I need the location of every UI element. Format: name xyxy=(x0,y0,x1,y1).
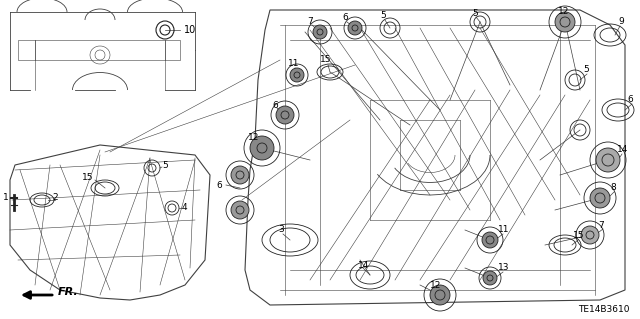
Circle shape xyxy=(250,136,274,160)
Text: 12: 12 xyxy=(558,8,570,17)
Text: 14: 14 xyxy=(617,145,628,154)
Text: 15: 15 xyxy=(573,231,584,240)
Circle shape xyxy=(596,148,620,172)
Circle shape xyxy=(555,12,575,32)
Text: 14: 14 xyxy=(358,261,369,270)
Text: TE14B3610: TE14B3610 xyxy=(579,306,630,315)
Circle shape xyxy=(231,201,249,219)
Circle shape xyxy=(581,226,599,244)
Text: 1: 1 xyxy=(3,194,9,203)
Circle shape xyxy=(590,188,610,208)
Text: 6: 6 xyxy=(342,13,348,23)
Text: 11: 11 xyxy=(288,58,300,68)
Text: 5: 5 xyxy=(162,160,168,169)
Text: 3: 3 xyxy=(278,226,284,234)
Circle shape xyxy=(231,166,249,184)
Text: 6: 6 xyxy=(627,95,633,105)
Text: 7: 7 xyxy=(598,220,604,229)
Circle shape xyxy=(276,106,294,124)
Text: 5: 5 xyxy=(380,11,386,20)
Text: 15: 15 xyxy=(320,56,332,64)
Circle shape xyxy=(313,25,327,39)
Text: 7: 7 xyxy=(307,18,313,26)
Circle shape xyxy=(348,21,362,35)
Text: 9: 9 xyxy=(618,18,624,26)
Circle shape xyxy=(290,68,304,82)
Text: 5: 5 xyxy=(472,10,477,19)
Text: 12: 12 xyxy=(430,280,442,290)
Text: 12: 12 xyxy=(248,133,259,143)
Circle shape xyxy=(430,285,450,305)
Text: 13: 13 xyxy=(498,263,509,272)
Text: 15: 15 xyxy=(83,174,93,182)
Text: 4: 4 xyxy=(182,203,188,211)
Text: 2: 2 xyxy=(52,192,58,202)
Text: 10: 10 xyxy=(184,25,196,35)
Text: FR.: FR. xyxy=(58,287,79,297)
Circle shape xyxy=(483,271,497,285)
Text: 11: 11 xyxy=(498,226,509,234)
Text: 5: 5 xyxy=(583,65,589,75)
Text: 6: 6 xyxy=(272,100,278,109)
Text: 6: 6 xyxy=(216,181,222,189)
Circle shape xyxy=(482,232,498,248)
Text: 8: 8 xyxy=(610,183,616,192)
